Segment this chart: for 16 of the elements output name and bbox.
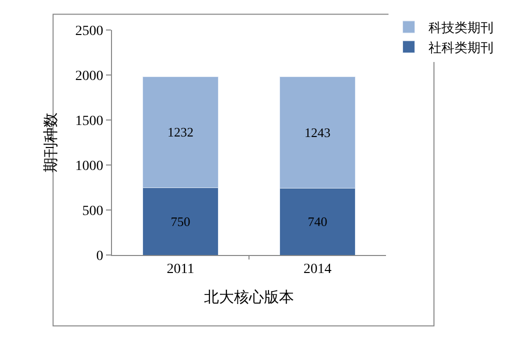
y-tick-label: 1000 xyxy=(75,158,104,174)
data-label: 750 xyxy=(170,214,190,229)
y-tick-label: 2500 xyxy=(75,24,104,39)
legend-label: 科技类期刊 xyxy=(428,20,494,36)
x-tick-label: 2011 xyxy=(166,262,194,277)
data-label: 740 xyxy=(308,214,328,230)
x-axis-title: 北大核心版本 xyxy=(204,288,294,306)
y-tick-label: 2000 xyxy=(75,68,104,84)
y-tick-label: 1500 xyxy=(75,114,104,129)
legend-label: 社科类期刊 xyxy=(428,40,494,55)
y-tick-label: 500 xyxy=(82,204,104,219)
data-label: 1243 xyxy=(304,124,331,140)
y-axis-title: 期刊种数 xyxy=(42,112,60,172)
data-label: 1232 xyxy=(168,124,194,140)
x-tick-label: 2014 xyxy=(304,262,332,277)
y-tick-label: 0 xyxy=(96,248,104,264)
